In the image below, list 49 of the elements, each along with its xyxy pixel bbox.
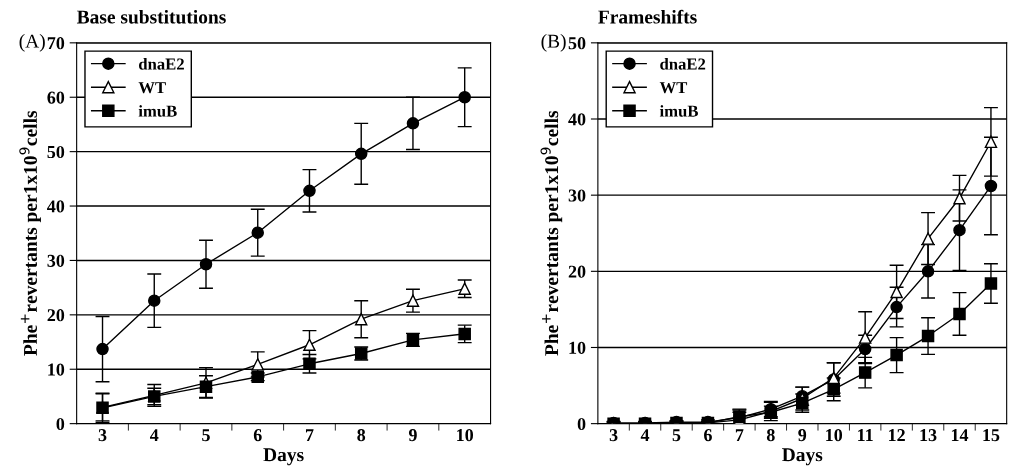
chart-title: Frameshifts [598,9,697,24]
x-tick-label: 11 [858,429,873,442]
x-tick-label: 3 [609,429,618,442]
y-tick-label: 0 [56,417,65,431]
x-tick-label: 4 [149,429,159,442]
x-tick-label: 7 [305,429,314,442]
y-tick-label: 20 [47,309,65,322]
y-tick-label: 0 [577,417,586,431]
x-axis-title: Days [263,448,304,466]
y-axis-title: Phe$^{+}$revertants per1x10$^{9}$cells [19,110,41,356]
x-tick-label: 8 [766,429,775,442]
x-tick-label: 8 [357,429,366,442]
x-tick-label: 12 [889,429,905,442]
y-tick-label: 40 [568,113,586,126]
x-tick-label: 9 [798,429,807,442]
y-tick-label: 30 [568,189,586,202]
x-tick-label: 10 [826,429,843,442]
legend-label: imuB [138,105,177,117]
x-tick-label: 5 [672,429,681,442]
x-tick-label: 6 [704,429,712,442]
x-axis-title: Days [782,448,823,466]
y-tick-label: 10 [48,363,65,376]
legend-label: WT [138,82,166,94]
x-tick-label: 6 [253,429,262,442]
y-tick-label: 20 [568,265,586,278]
legend-label: dnaE2 [660,57,706,70]
y-tick-label: 50 [568,37,586,50]
x-tick-label: 4 [640,429,650,442]
x-tick-label: 9 [408,429,417,442]
text: (B) [541,34,566,52]
x-tick-label: 5 [202,429,210,442]
x-tick-label: 15 [983,429,1000,442]
y-tick-label: 60 [47,91,65,104]
legend-label: dnaE2 [138,57,184,70]
y-tick-label: 50 [47,145,65,159]
x-tick-label: 7 [735,429,744,442]
legend-label: imuB [659,105,698,117]
text: (A) [19,34,45,52]
legend-label: WT [659,82,688,94]
chart-title: Base substitutions [76,9,226,24]
x-tick-label: 14 [951,429,969,442]
x-tick-label: 13 [920,429,937,442]
x-tick-label: 10 [457,429,474,442]
y-tick-label: 40 [47,200,65,213]
y-tick-label: 10 [569,341,586,354]
y-axis-title: Phe$^{+}$revertants per1x10$^{9}$cells [540,110,563,356]
y-tick-label: 70 [47,37,65,50]
x-tick-label: 3 [98,429,107,442]
y-tick-label: 30 [47,254,65,267]
